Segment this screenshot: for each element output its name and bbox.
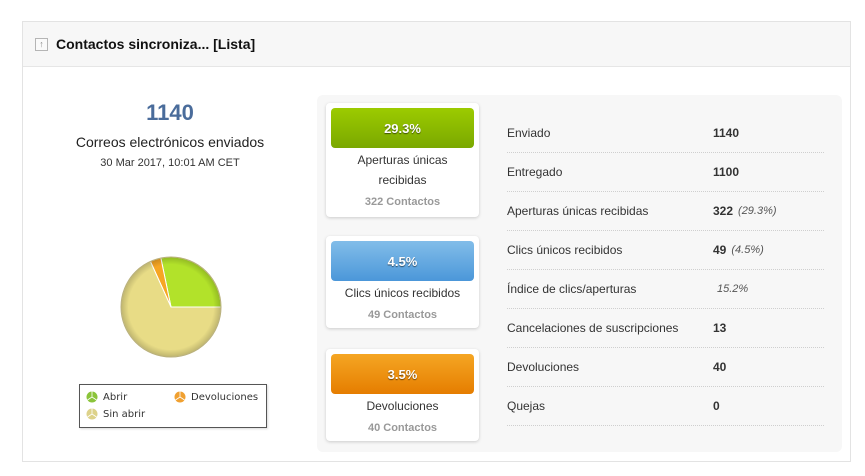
stat-row-unique-opens: Aperturas únicas recibidas 322 (29.3%): [507, 192, 824, 231]
stats-table: Enviado 1140 Entregado 1100 Aperturas ún…: [507, 114, 824, 426]
legend-label: Devoluciones: [191, 391, 259, 403]
total-sent-label: Correos electrónicos enviados: [75, 134, 265, 150]
stat-row-unsubscribes: Cancelaciones de suscripciones 13: [507, 309, 824, 348]
stat-percent: (29.3%): [738, 205, 777, 217]
stat-label: Índice de clics/aperturas: [507, 282, 637, 296]
card-unique-clicks[interactable]: 4.5% Clics únicos recibidos 49 Contactos: [326, 236, 479, 328]
stat-row-sent: Enviado 1140: [507, 114, 824, 153]
pie-unopened-icon: [86, 408, 98, 420]
card-percent-bar: 29.3%: [331, 108, 474, 148]
stat-value[interactable]: 322: [713, 204, 734, 218]
stat-label: Devoluciones: [507, 360, 580, 374]
card-percent-bar: 4.5%: [331, 241, 474, 281]
stat-value[interactable]: 13: [713, 321, 727, 335]
legend-item-open[interactable]: Abrir: [86, 391, 127, 403]
card-contacts[interactable]: 322 Contactos: [364, 196, 441, 208]
card-label: Aperturas únicas recibidas: [357, 153, 448, 187]
pie-chart-svg: [120, 256, 222, 358]
stat-value: 0: [713, 399, 720, 413]
campaign-report-panel: ↑ Contactos sincroniza... [Lista] 1140 C…: [22, 21, 851, 462]
total-sent-count: 1140: [146, 100, 194, 125]
stat-percent: (4.5%): [731, 244, 764, 256]
send-timestamp: 30 Mar 2017, 10:01 AM CET: [100, 157, 240, 169]
pie-chart: [119, 255, 223, 359]
legend-item-bounces[interactable]: Devoluciones: [174, 391, 258, 403]
metrics-area: 29.3% Aperturas únicas recibidas 322 Con…: [317, 95, 842, 452]
legend-item-unopened[interactable]: Sin abrir: [86, 408, 145, 420]
stat-label: Enviado: [507, 126, 551, 140]
stat-value[interactable]: 49: [713, 243, 727, 257]
stat-value: 1140: [713, 126, 740, 140]
collapse-arrow-icon[interactable]: ↑: [35, 37, 48, 51]
pie-bounce-icon: [174, 391, 186, 403]
panel-title: Contactos sincroniza... [Lista]: [56, 36, 256, 52]
card-unique-opens[interactable]: 29.3% Aperturas únicas recibidas 322 Con…: [326, 103, 479, 217]
stat-value: 1100: [713, 165, 740, 179]
stat-row-complaints: Quejas 0: [507, 387, 824, 426]
stat-row-unique-clicks: Clics únicos recibidos 49 (4.5%): [507, 231, 824, 270]
stat-label: Cancelaciones de suscripciones: [507, 321, 679, 335]
stat-row-delivered: Entregado 1100: [507, 153, 824, 192]
card-contacts[interactable]: 40 Contactos: [367, 422, 438, 434]
chart-legend: Abrir Devoluciones Sin abrir: [79, 384, 267, 428]
stat-row-click-to-open: Índice de clics/aperturas 15.2%: [507, 270, 824, 309]
stat-row-bounces: Devoluciones 40: [507, 348, 824, 387]
stat-label: Clics únicos recibidos: [507, 243, 623, 257]
summary-column: 1140 Correos electrónicos enviados 30 Ma…: [23, 68, 317, 462]
card-label: Devoluciones: [366, 399, 439, 413]
stat-label: Aperturas únicas recibidas: [507, 204, 649, 218]
stat-label: Quejas: [507, 399, 546, 413]
stat-label: Entregado: [507, 165, 563, 179]
legend-label: Abrir: [103, 391, 128, 403]
card-bounces[interactable]: 3.5% Devoluciones 40 Contactos: [326, 349, 479, 441]
stat-value: 15.2%: [717, 283, 749, 295]
legend-label: Sin abrir: [103, 408, 146, 420]
card-contacts[interactable]: 49 Contactos: [367, 309, 438, 321]
card-percent-bar: 3.5%: [331, 354, 474, 394]
stat-value[interactable]: 40: [713, 360, 727, 374]
panel-header: ↑ Contactos sincroniza... [Lista]: [23, 22, 850, 67]
pie-open-icon: [86, 391, 98, 403]
card-label: Clics únicos recibidos: [344, 286, 461, 300]
